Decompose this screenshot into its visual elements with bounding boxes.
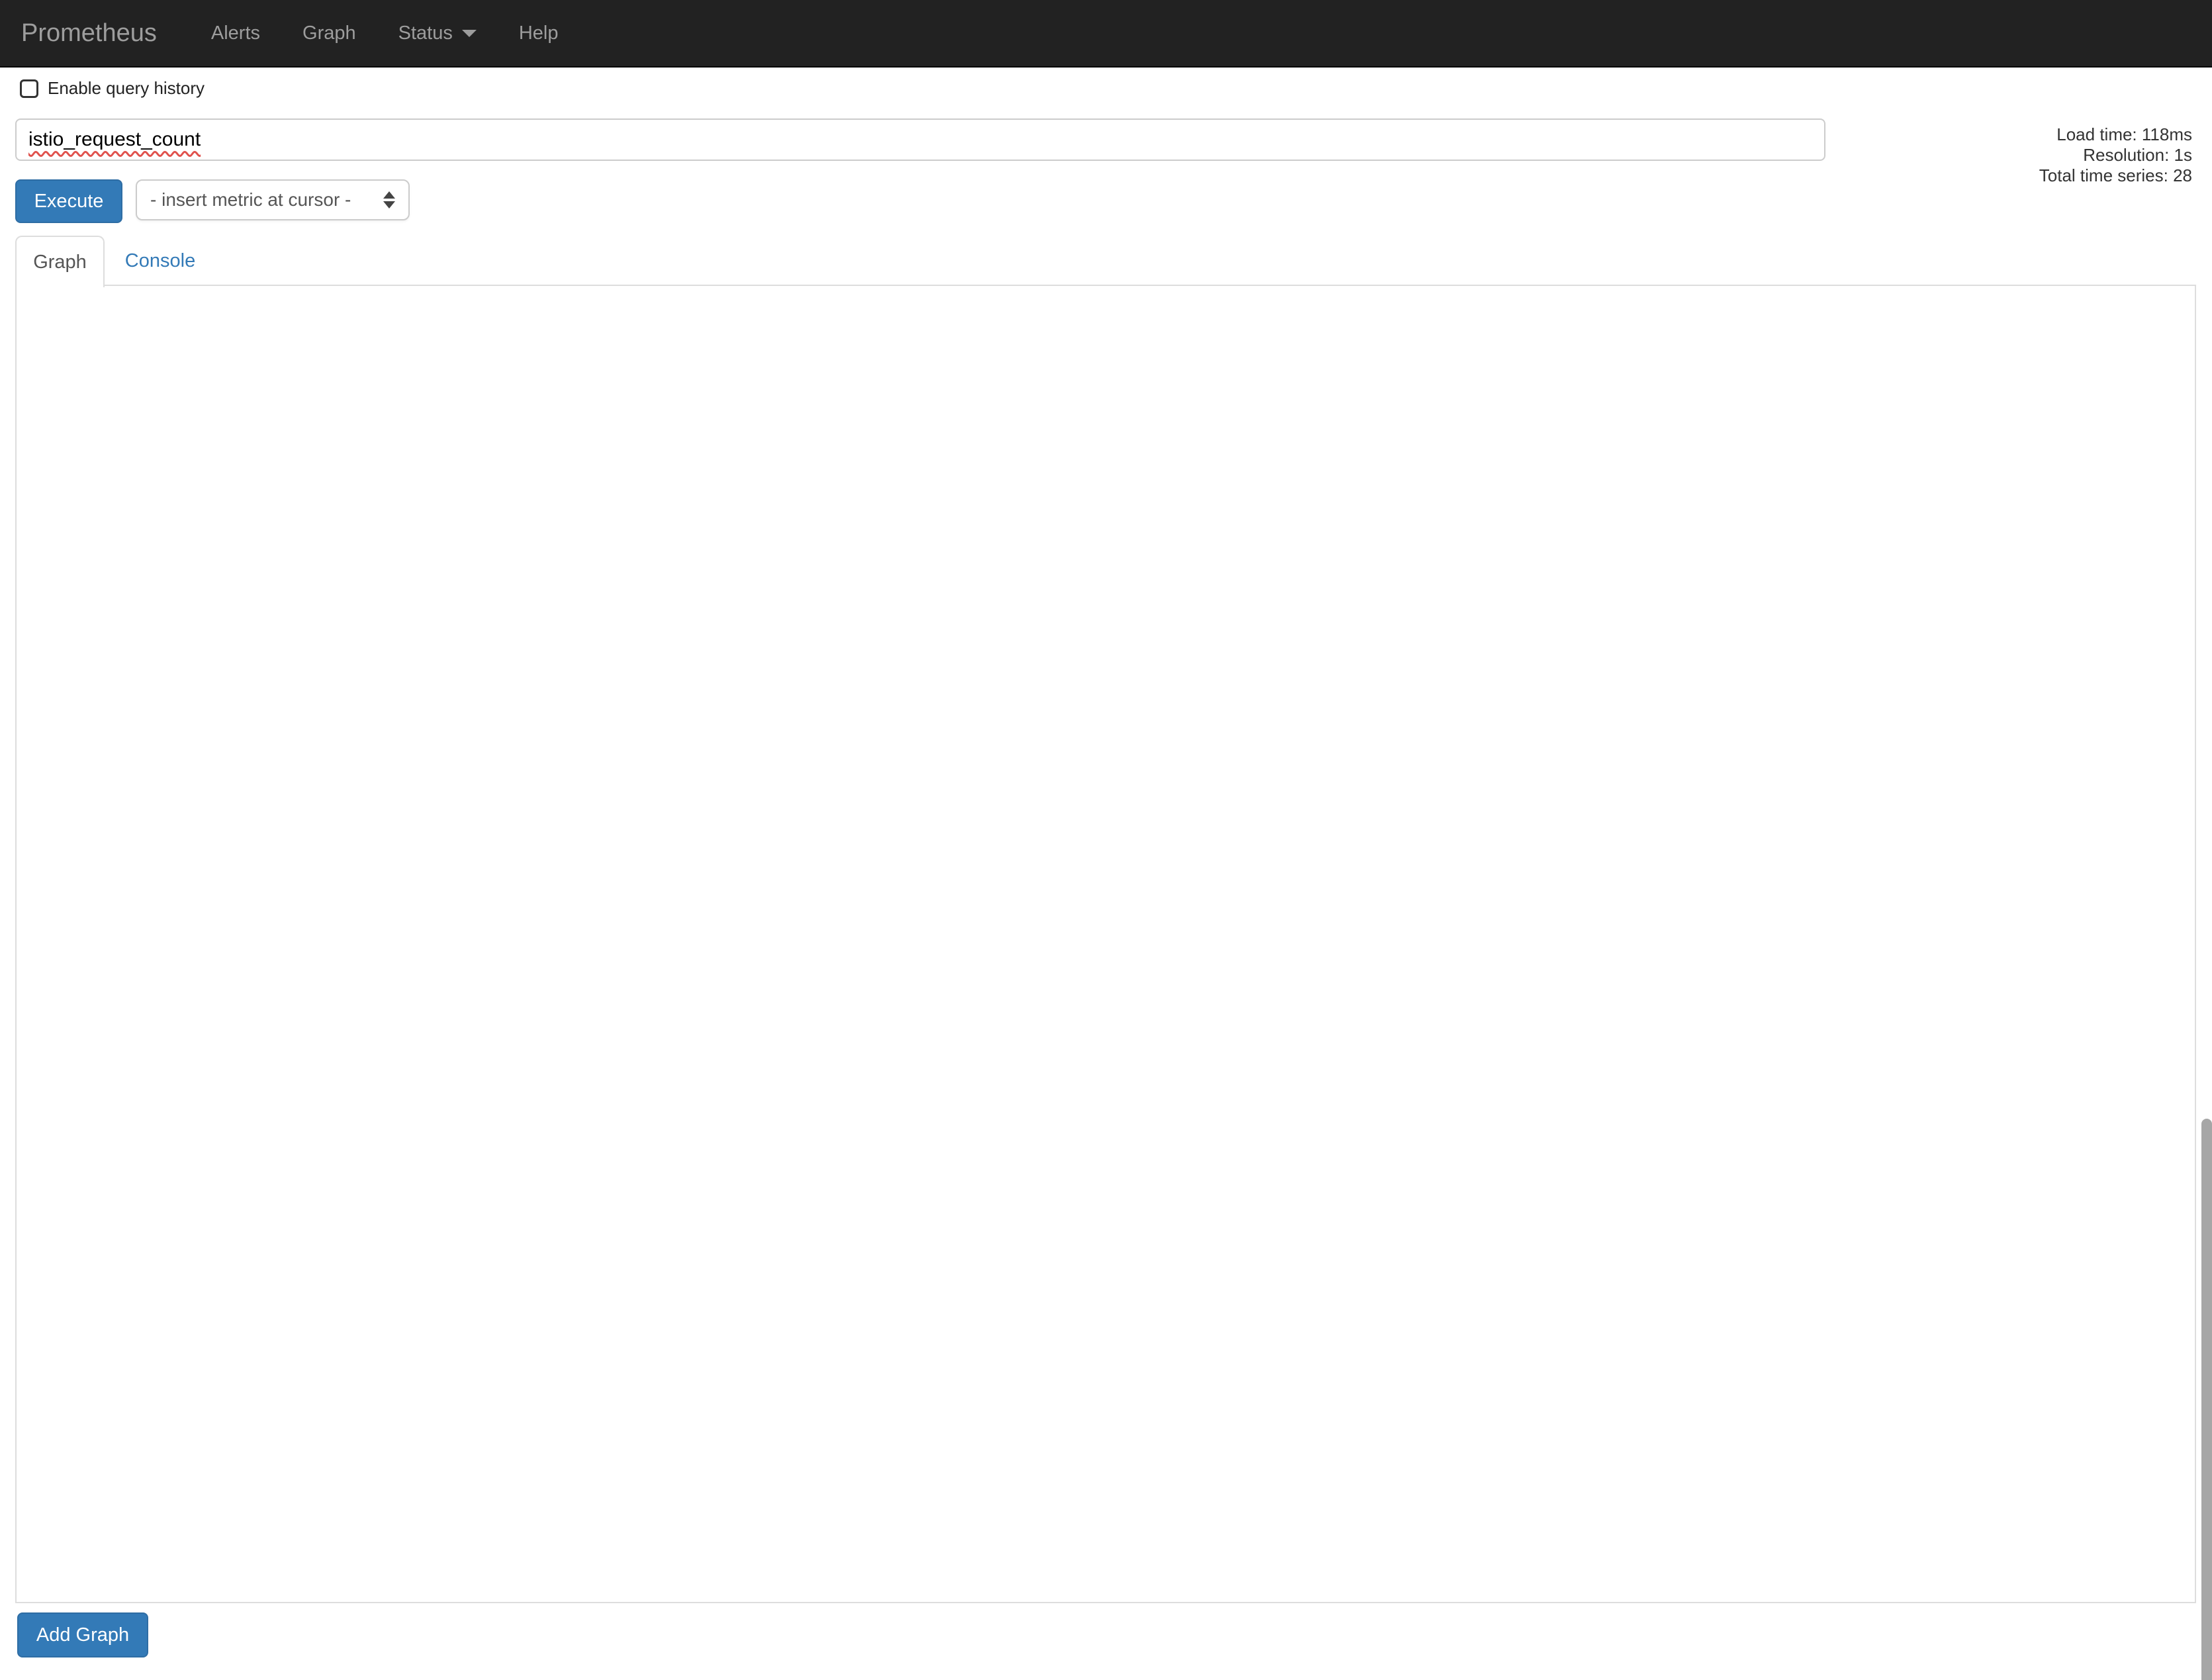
chevron-down-icon [461, 29, 477, 37]
query-history-label: Enable query history [48, 78, 205, 98]
total-time-series: Total time series: 28 [2039, 165, 2192, 185]
insert-metric-select[interactable]: - insert metric at cursor - [136, 179, 410, 220]
top-navbar: Prometheus Alerts Graph Status Help [0, 0, 2212, 68]
nav-item-help[interactable]: Help [518, 22, 559, 44]
tab-console[interactable]: Console [124, 250, 196, 271]
resolution: Resolution: 1s [2083, 145, 2192, 165]
execute-button[interactable]: Execute [15, 179, 122, 223]
query-history-checkbox[interactable] [20, 79, 38, 98]
query-history-row: Enable query history [20, 78, 205, 99]
tab-graph[interactable]: Graph [15, 236, 105, 287]
nav-item-graph[interactable]: Graph [302, 22, 356, 44]
page-scrollbar-thumb[interactable] [2201, 1119, 2212, 1680]
nav-item-status[interactable]: Status [377, 23, 498, 44]
query-input[interactable]: istio_request_count [15, 118, 1825, 161]
add-graph-button[interactable]: Add Graph [17, 1612, 148, 1657]
brand-link[interactable]: Prometheus [21, 19, 157, 47]
query-stats: Load time: 118ms Resolution: 1s Total ti… [2039, 124, 2192, 186]
load-time: Load time: 118ms [2056, 124, 2192, 144]
select-arrows-icon [383, 191, 395, 209]
nav-item-alerts[interactable]: Alerts [210, 22, 261, 44]
insert-metric-select-value: - insert metric at cursor - [150, 189, 351, 210]
graph-panel [15, 285, 2196, 1603]
query-text: istio_request_count [28, 128, 201, 150]
nav-item-status-label: Status [398, 22, 453, 44]
